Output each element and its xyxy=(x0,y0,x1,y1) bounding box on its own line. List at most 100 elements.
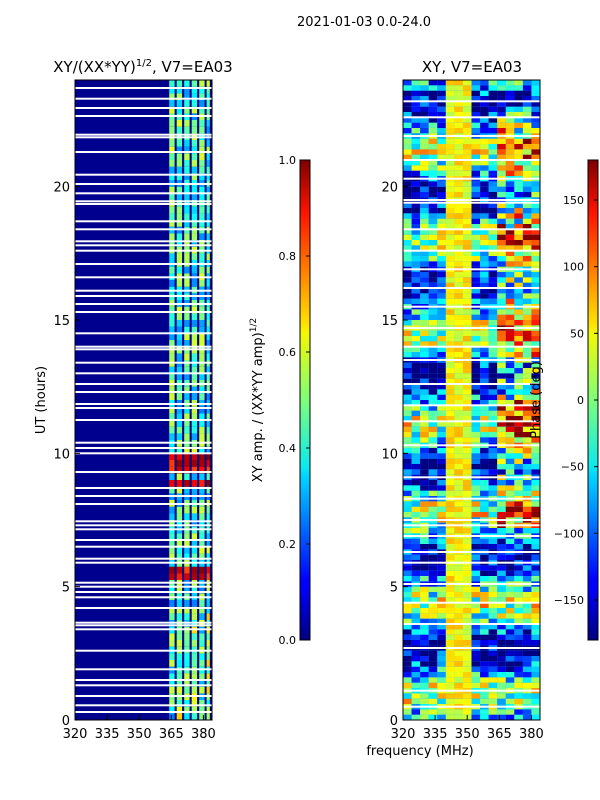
phase-cell xyxy=(471,336,481,342)
amplitude-cell xyxy=(206,706,210,714)
phase-cell xyxy=(403,576,412,582)
phase-cell xyxy=(411,144,421,150)
phase-cell xyxy=(497,506,506,512)
phase-cell xyxy=(522,256,532,262)
amplitude-cell xyxy=(191,213,198,220)
phase-cell xyxy=(480,448,489,454)
phase-cell xyxy=(403,698,412,704)
phase-cell xyxy=(462,597,472,603)
phase-cell xyxy=(454,640,463,646)
phase-cell xyxy=(403,384,412,390)
phase-cell xyxy=(420,282,429,288)
amplitude-cell xyxy=(191,80,198,87)
phase-cell xyxy=(480,250,489,256)
phase-cell xyxy=(403,122,412,128)
phase-cell xyxy=(514,405,523,411)
phase-cell xyxy=(531,629,540,635)
phase-cell xyxy=(505,165,515,171)
amplitude-cell xyxy=(206,140,210,147)
phase-cell xyxy=(531,373,540,379)
phase-cell xyxy=(445,709,455,715)
phase-cell xyxy=(420,618,429,624)
phase-cell xyxy=(428,416,438,422)
amplitude-cell xyxy=(199,393,205,400)
phase-cell xyxy=(420,256,429,262)
amplitude-cell xyxy=(206,700,210,707)
phase-cell xyxy=(411,192,421,198)
phase-cell xyxy=(488,229,498,235)
amplitude-cell xyxy=(206,460,210,467)
amplitude-cell xyxy=(169,640,175,647)
phase-cell xyxy=(411,464,421,470)
phase-cell xyxy=(462,85,472,91)
amplitude-cell xyxy=(191,160,198,167)
phase-cell xyxy=(505,250,515,256)
phase-cell xyxy=(531,506,540,512)
amplitude-cell xyxy=(176,466,183,474)
amplitude-cell xyxy=(184,606,190,614)
phase-cell xyxy=(480,512,489,518)
phase-cell xyxy=(488,554,498,560)
phase-cell xyxy=(488,464,498,470)
amplitude-cell xyxy=(176,573,183,580)
phase-cell xyxy=(462,592,472,598)
phase-cell xyxy=(437,400,446,406)
phase-cell xyxy=(445,368,455,374)
amplitude-cell xyxy=(191,420,198,427)
phase-cell xyxy=(445,666,455,672)
phase-cell xyxy=(480,154,489,160)
phase-cell xyxy=(420,181,429,187)
phase-cell xyxy=(420,186,429,192)
phase-cell xyxy=(497,501,506,507)
phase-cell xyxy=(488,373,498,379)
phase-cell xyxy=(522,277,532,283)
phase-cell xyxy=(488,416,498,422)
phase-cell xyxy=(428,448,438,454)
phase-cell xyxy=(471,389,481,395)
phase-cell xyxy=(411,96,421,102)
phase-cell xyxy=(505,213,515,219)
amplitude-cell xyxy=(184,393,190,400)
phase-cell xyxy=(480,453,489,459)
amplitude-cell xyxy=(176,240,183,247)
phase-cell xyxy=(497,256,506,262)
phase-cell xyxy=(454,469,463,475)
phase-cell xyxy=(471,528,481,534)
amplitude-cell xyxy=(199,406,205,414)
phase-cell xyxy=(411,160,421,166)
y-tick-label: 20 xyxy=(53,181,70,196)
amplitude-cell xyxy=(176,640,183,647)
phase-cell xyxy=(488,378,498,384)
phase-cell xyxy=(420,469,429,475)
phase-cell xyxy=(411,245,421,251)
phase-cell xyxy=(437,554,446,560)
phase-cell xyxy=(471,570,481,576)
gap-line xyxy=(75,695,212,697)
amplitude-cell xyxy=(191,680,198,687)
phase-cell xyxy=(514,362,523,368)
phase-cell xyxy=(497,149,506,155)
phase-cell xyxy=(411,373,421,379)
phase-cell xyxy=(462,613,472,619)
phase-cell xyxy=(462,373,472,379)
phase-cell xyxy=(522,576,532,582)
phase-cell xyxy=(428,181,438,187)
phase-cell xyxy=(488,410,498,416)
amplitude-cell xyxy=(169,86,175,94)
phase-cell xyxy=(411,682,421,688)
phase-cell xyxy=(522,416,532,422)
phase-cell xyxy=(488,624,498,630)
phase-cell xyxy=(505,618,515,624)
amplitude-cell xyxy=(206,253,210,260)
phase-cell xyxy=(531,208,540,214)
phase-cell xyxy=(514,261,523,267)
phase-cell xyxy=(471,213,481,219)
amplitude-cell xyxy=(184,240,190,247)
amplitude-cell xyxy=(176,433,183,440)
phase-cell xyxy=(471,373,481,379)
amplitude-cell xyxy=(184,386,190,394)
amplitude-cell xyxy=(206,586,210,594)
phase-cell xyxy=(480,410,489,416)
phase-cell xyxy=(462,602,472,608)
phase-cell xyxy=(403,448,412,454)
